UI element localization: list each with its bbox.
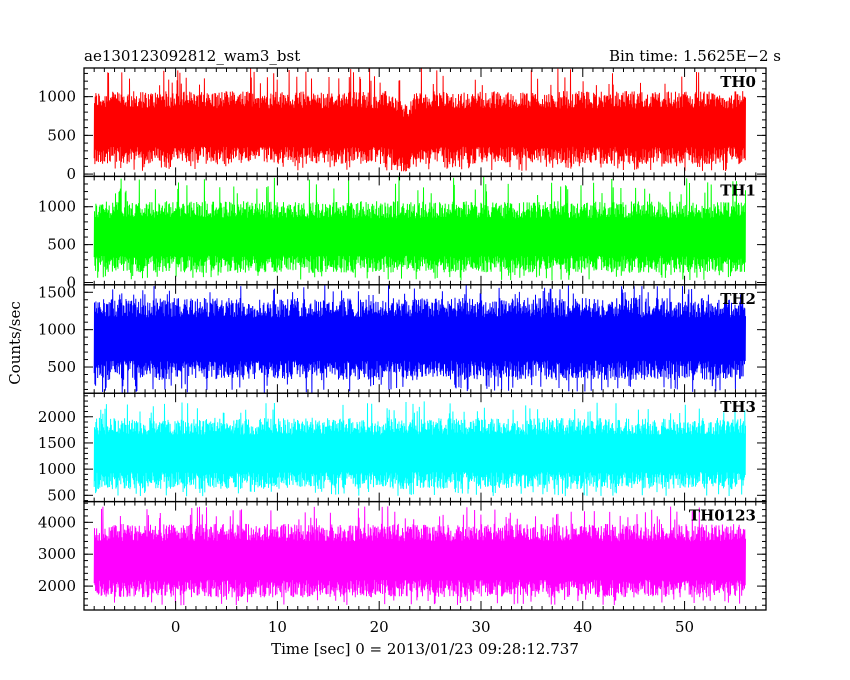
panel-th1: 0 500 1000 TH1 [38, 175, 767, 292]
y-tick-label: 2000 [38, 408, 76, 426]
x-tick-label: 10 [268, 618, 287, 636]
chart-title-right: Bin time: 1.5625E−2 s [609, 47, 781, 65]
y-tick-label: 0 [66, 165, 76, 183]
y-axis-label: Counts/sec [6, 301, 24, 385]
y-tick-label: 500 [47, 236, 76, 254]
x-axis-label: Time [sec] 0 = 2013/01/23 09:28:12.737 [271, 640, 579, 658]
y-tick-label: 1000 [38, 88, 76, 106]
y-tick-label: 1500 [38, 434, 76, 452]
panel-label: TH2 [720, 290, 756, 308]
y-tick-label: 1000 [38, 460, 76, 478]
series-trace-th0 [93, 68, 746, 172]
panel-frame [83, 500, 767, 611]
y-tick-label: 3000 [38, 545, 76, 563]
series-trace-th0123 [93, 506, 746, 606]
panel-th0: 0 500 1000 TH0 [38, 67, 767, 183]
y-tick-label: 2000 [38, 577, 76, 595]
y-tick-label: 500 [47, 486, 76, 504]
series-trace-th2 [93, 284, 746, 393]
x-tick-label: 30 [471, 618, 490, 636]
x-tick-label: 50 [675, 618, 694, 636]
panel-label: TH3 [720, 398, 756, 416]
y-tick-label: 0 [66, 274, 76, 292]
series-trace-th3 [93, 401, 746, 497]
y-tick-label: 1500 [38, 283, 76, 301]
y-tick-label: 1000 [38, 321, 76, 339]
series-trace-th1 [93, 176, 746, 281]
panel-th3: 500 1000 1500 2000 TH3 [38, 392, 767, 504]
panel-label: TH0 [720, 73, 756, 91]
panel-th0123: 2000 3000 4000 TH0123 [38, 500, 767, 611]
y-tick-label: 500 [47, 358, 76, 376]
y-tick-label: 4000 [38, 513, 76, 531]
panel-label: TH0123 [689, 507, 756, 525]
panel-th2: 500 1000 1500 TH2 [38, 283, 767, 394]
panel-label: TH1 [720, 181, 756, 199]
y-tick-label: 1000 [38, 198, 76, 216]
chart-title-left: ae130123092812_wam3_bst [84, 47, 300, 65]
x-tick-label: 20 [370, 618, 389, 636]
x-tick-label: 40 [573, 618, 592, 636]
x-tick-label: 0 [171, 618, 181, 636]
y-tick-label: 500 [47, 126, 76, 144]
